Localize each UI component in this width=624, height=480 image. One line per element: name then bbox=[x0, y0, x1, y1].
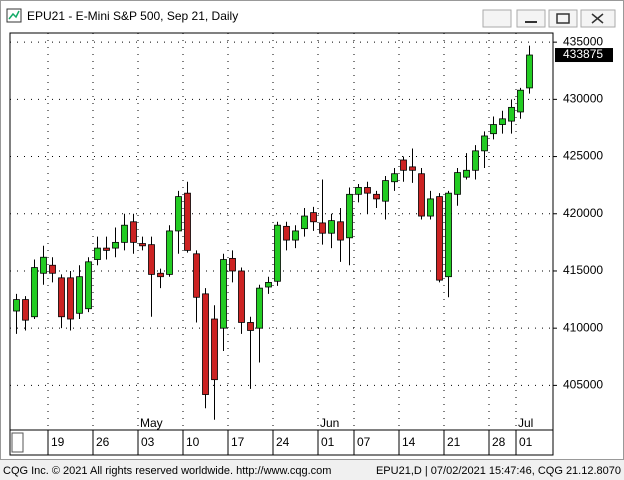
footer-left: CQG Inc. © 2021 All rights reserved worl… bbox=[3, 465, 331, 477]
candle-body bbox=[49, 264, 56, 274]
y-tick-label: 405000 bbox=[563, 378, 603, 392]
candle-body bbox=[328, 220, 335, 234]
candle-body bbox=[85, 261, 92, 310]
candle-body bbox=[130, 221, 137, 243]
candle-body bbox=[184, 192, 191, 251]
candle-body bbox=[499, 118, 506, 125]
candle-body bbox=[211, 318, 218, 381]
candle-body bbox=[526, 54, 533, 89]
x-tick-label: 19 bbox=[51, 435, 65, 449]
maximize-icon bbox=[556, 13, 570, 24]
candle-body bbox=[382, 180, 389, 202]
candle-body bbox=[22, 299, 29, 321]
candle-body bbox=[427, 198, 434, 217]
candle-body bbox=[346, 193, 353, 239]
candle-body bbox=[220, 259, 227, 329]
y-tick-label: 425000 bbox=[563, 149, 603, 163]
candle-body bbox=[247, 322, 254, 331]
scroll-thumb[interactable] bbox=[11, 432, 24, 453]
candle-body bbox=[238, 270, 245, 323]
candle-body bbox=[310, 212, 317, 223]
link-button[interactable] bbox=[482, 9, 512, 28]
candle-body bbox=[202, 293, 209, 395]
y-tick-label: 420000 bbox=[563, 206, 603, 220]
candle-body bbox=[490, 124, 497, 135]
candle-body bbox=[274, 224, 281, 282]
footer-right: EPU21,D | 07/02/2021 15:47:46, CQG 21.12… bbox=[376, 465, 621, 477]
candle-body bbox=[409, 166, 416, 171]
candle-body bbox=[13, 299, 20, 312]
candle-body bbox=[463, 169, 470, 178]
candle-body bbox=[166, 230, 173, 275]
candle-body bbox=[139, 243, 146, 247]
x-tick-label: 07 bbox=[357, 435, 371, 449]
chart-title: EPU21 - E-Mini S&P 500, Sep 21, Daily bbox=[27, 9, 238, 23]
candle-body bbox=[94, 247, 101, 260]
x-tick-label: 21 bbox=[447, 435, 461, 449]
candle-body bbox=[454, 172, 461, 195]
plot-area bbox=[9, 32, 554, 431]
last-price-label: 433875 bbox=[563, 47, 603, 61]
month-label: Jul bbox=[518, 416, 533, 430]
last-price-box bbox=[555, 48, 613, 63]
candle-body bbox=[58, 277, 65, 318]
candle-body bbox=[373, 193, 380, 200]
candle-body bbox=[31, 267, 38, 318]
candle-body bbox=[175, 196, 182, 232]
month-label: Jun bbox=[320, 416, 339, 430]
candle-body bbox=[319, 222, 326, 234]
candle-body bbox=[517, 89, 524, 113]
candle-body bbox=[481, 135, 488, 152]
candle-body bbox=[400, 159, 407, 171]
y-tick-label: 415000 bbox=[563, 263, 603, 277]
candle-body bbox=[355, 187, 362, 195]
candle-body bbox=[418, 173, 425, 217]
candle-body bbox=[112, 241, 119, 249]
y-tick-label: 430000 bbox=[563, 92, 603, 106]
candle-body bbox=[157, 272, 164, 278]
x-tick-label: 24 bbox=[276, 435, 290, 449]
x-tick-label: 01 bbox=[519, 435, 533, 449]
x-tick-label: 10 bbox=[186, 435, 200, 449]
candle-body bbox=[301, 215, 308, 230]
app-icon-line bbox=[8, 10, 20, 20]
status-bar bbox=[0, 460, 624, 480]
date-axis bbox=[9, 429, 554, 456]
x-tick-label: 01 bbox=[321, 435, 335, 449]
minimize-button[interactable] bbox=[516, 9, 546, 28]
x-tick-label: 14 bbox=[402, 435, 416, 449]
candle-body bbox=[436, 196, 443, 281]
candle-body bbox=[229, 257, 236, 272]
maximize-button[interactable] bbox=[548, 9, 578, 28]
candle-body bbox=[76, 276, 83, 314]
y-tick-label: 435000 bbox=[563, 34, 603, 48]
candle-body bbox=[508, 106, 515, 122]
x-tick-label: 17 bbox=[231, 435, 245, 449]
candle-body bbox=[40, 256, 47, 274]
candle-body bbox=[265, 282, 272, 288]
x-tick-label: 26 bbox=[96, 435, 110, 449]
candle-body bbox=[337, 221, 344, 241]
candle-body bbox=[292, 230, 299, 241]
candle-body bbox=[445, 192, 452, 278]
candle-body bbox=[283, 225, 290, 241]
candle-body bbox=[472, 150, 479, 171]
month-label: May bbox=[140, 416, 163, 430]
candle-body bbox=[103, 247, 110, 251]
candle-body bbox=[256, 287, 263, 329]
candle-body bbox=[67, 277, 74, 320]
close-icon bbox=[591, 13, 604, 24]
y-tick-label: 410000 bbox=[563, 320, 603, 334]
candle-body bbox=[121, 224, 128, 243]
x-tick-label: 28 bbox=[492, 435, 506, 449]
candle-body bbox=[391, 173, 398, 183]
candle-body bbox=[364, 187, 371, 194]
candle-body bbox=[193, 253, 200, 298]
x-tick-label: 03 bbox=[141, 435, 155, 449]
candle-body bbox=[148, 244, 155, 275]
